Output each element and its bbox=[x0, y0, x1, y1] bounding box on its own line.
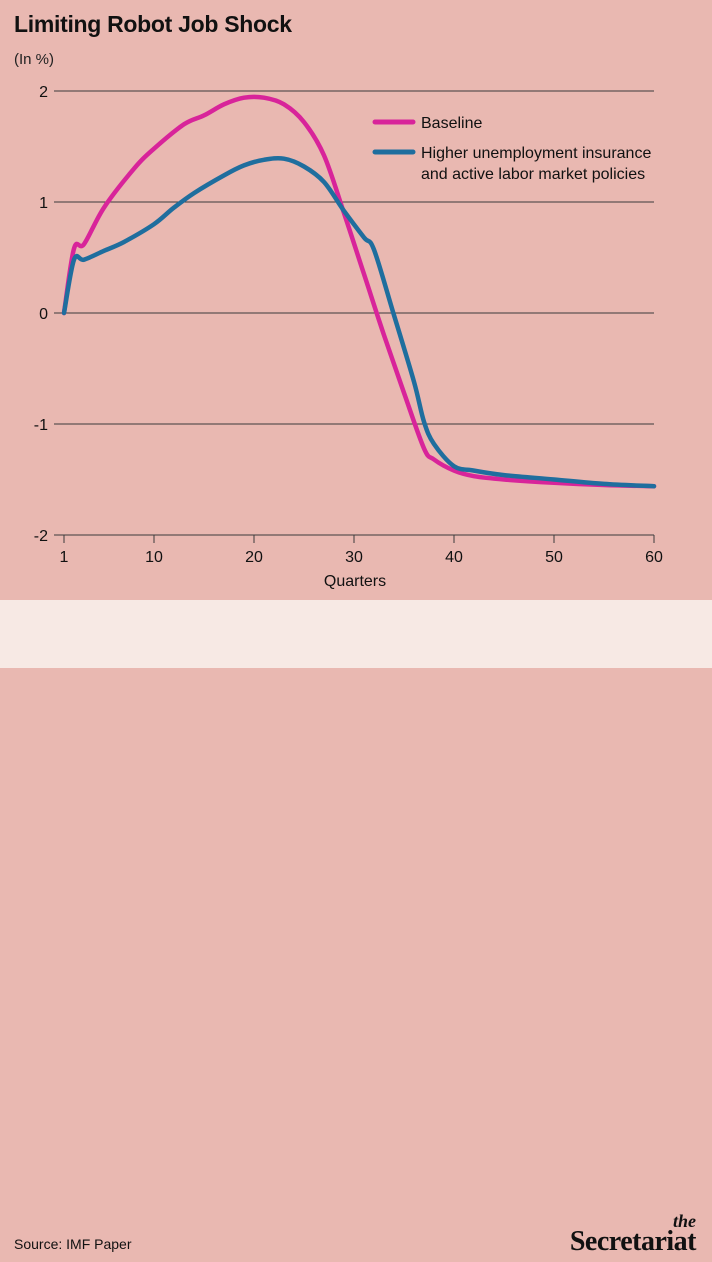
x-tick-label: 30 bbox=[345, 549, 363, 566]
series-lines bbox=[61, 94, 657, 489]
brand-name: Secretariat bbox=[569, 1226, 697, 1257]
legend: Baseline Higher unemployment insurance a… bbox=[372, 115, 656, 183]
legend-label-policies: Higher unemployment insurance and active… bbox=[421, 145, 656, 183]
series-line-policies bbox=[61, 156, 657, 489]
x-tick-label: 1 bbox=[60, 549, 69, 566]
brand-logo: the Secretariat bbox=[526, 1212, 697, 1262]
y-tick-label: -1 bbox=[34, 417, 48, 434]
y-axis-ticks: 2 1 0 -1 -2 bbox=[34, 84, 48, 545]
chart-panel: Limiting Robot Job Shock (In %) 2 1 0 -1 -2 … bbox=[0, 0, 712, 600]
x-tick-label: 50 bbox=[545, 549, 563, 566]
legend-label-baseline: Baseline bbox=[421, 115, 482, 132]
footer: Source: IMF Paper the Secretariat bbox=[0, 600, 712, 1257]
source-note: Source: IMF Paper bbox=[14, 1236, 132, 1252]
line-chart: 210-1-2 1 10 20 30 40 50 60 Quarters Baseline … bbox=[34, 84, 663, 590]
series-line-baseline bbox=[61, 94, 657, 489]
chart-title: Limiting Robot Job Shock bbox=[14, 11, 292, 37]
x-axis-label: Quarters bbox=[324, 573, 386, 590]
x-tick-label: 60 bbox=[645, 549, 663, 566]
y-tick-label: -2 bbox=[34, 528, 48, 545]
y-tick-label: 2 bbox=[39, 84, 48, 101]
x-tick-label: 20 bbox=[245, 549, 263, 566]
x-axis-ticks: 1 10 20 30 40 50 60 bbox=[60, 535, 663, 566]
y-tick-label: 1 bbox=[39, 195, 48, 212]
y-unit-label: (In %) bbox=[14, 51, 55, 68]
x-tick-label: 10 bbox=[145, 549, 163, 566]
x-tick-label: 40 bbox=[445, 549, 463, 566]
y-tick-label: 0 bbox=[39, 306, 48, 323]
